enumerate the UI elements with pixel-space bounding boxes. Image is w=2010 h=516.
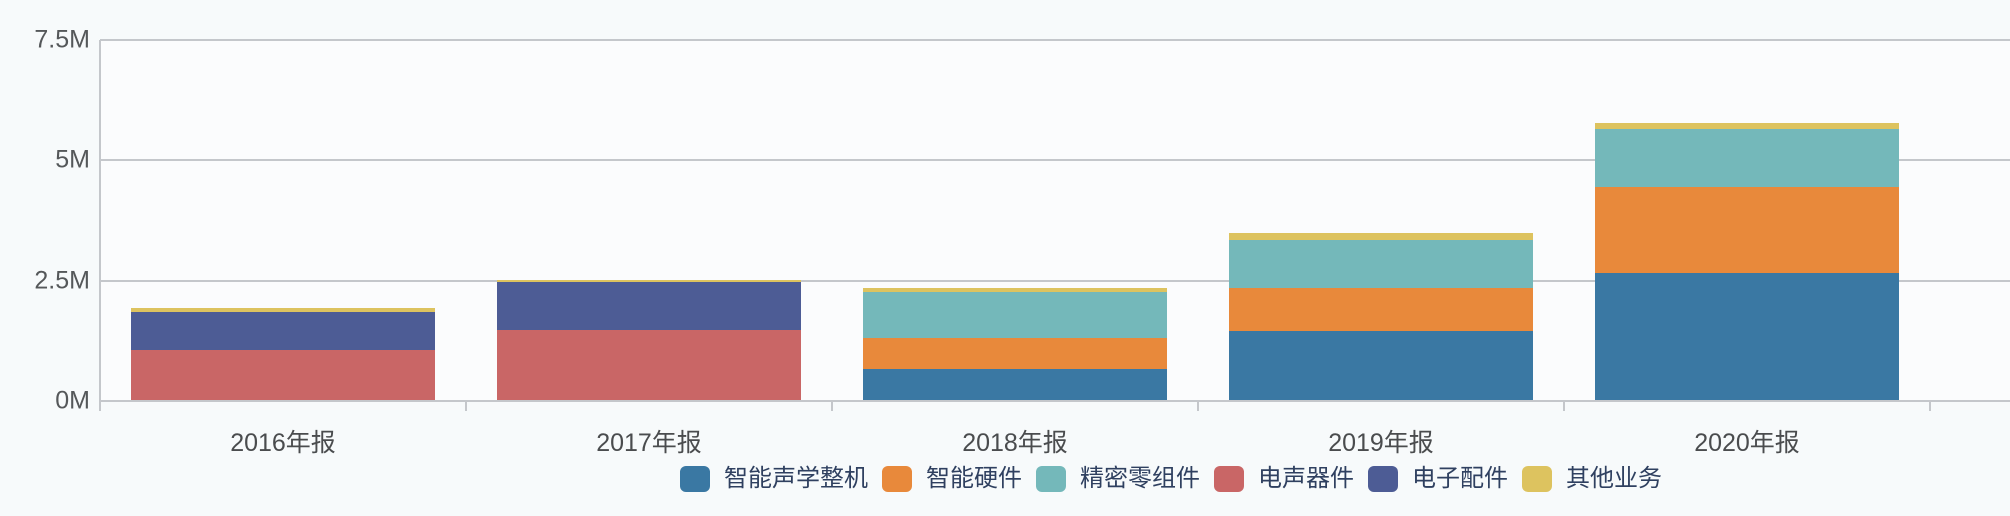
x-axis-tick: [831, 401, 833, 411]
bar-segment-精密零组件[interactable]: [1595, 129, 1899, 188]
bar-segment-精密零组件[interactable]: [863, 291, 1167, 338]
x-axis-tick: [99, 401, 101, 411]
bar-segment-智能声学整机[interactable]: [1229, 330, 1533, 401]
bar-segment-电声器件[interactable]: [131, 349, 435, 401]
legend-item-智能硬件[interactable]: 智能硬件: [882, 466, 1022, 492]
x-axis-category-label: 2020年报: [1694, 429, 1800, 457]
legend-item-label: 精密零组件: [1080, 465, 1200, 492]
legend-item-label: 智能硬件: [926, 465, 1022, 492]
gridline: [100, 39, 2010, 41]
bar-segment-其他业务[interactable]: [863, 287, 1167, 292]
x-axis-tick: [1197, 401, 1199, 411]
legend-swatch-icon: [1214, 466, 1244, 492]
bar-segment-电子配件[interactable]: [497, 282, 801, 330]
x-axis-category-label: 2016年报: [230, 429, 336, 457]
bar-segment-智能声学整机[interactable]: [1595, 272, 1899, 401]
y-axis-tick-label: 7.5M: [34, 25, 90, 54]
bar-segment-其他业务[interactable]: [1229, 233, 1533, 240]
legend-item-label: 其他业务: [1566, 465, 1662, 492]
x-axis-tick: [1929, 401, 1931, 411]
legend-item-label: 电声器件: [1258, 465, 1354, 492]
x-axis-tick: [465, 401, 467, 411]
gridline: [100, 279, 2010, 282]
legend-item-其他业务[interactable]: 其他业务: [1522, 466, 1662, 492]
gridline: [100, 159, 2010, 162]
x-axis-category-label: 2019年报: [1328, 429, 1434, 457]
legend-item-精密零组件[interactable]: 精密零组件: [1036, 466, 1200, 492]
legend-swatch-icon: [1522, 466, 1552, 492]
bar-segment-电声器件[interactable]: [497, 330, 801, 401]
bar-segment-其他业务[interactable]: [131, 308, 435, 313]
bar-segment-智能声学整机[interactable]: [863, 368, 1167, 401]
bar-segment-智能硬件[interactable]: [1595, 187, 1899, 273]
legend-item-电声器件[interactable]: 电声器件: [1214, 466, 1354, 492]
bar-segment-其他业务[interactable]: [1595, 123, 1899, 130]
bar-segment-精密零组件[interactable]: [1229, 239, 1533, 288]
x-axis-tick: [1563, 401, 1565, 411]
bar-segment-其他业务[interactable]: [497, 279, 801, 283]
y-axis-line: [99, 40, 101, 401]
bar-segment-电子配件[interactable]: [131, 312, 435, 350]
legend-swatch-icon: [680, 466, 710, 492]
x-axis-category-label: 2017年报: [596, 429, 702, 457]
legend-swatch-icon: [1036, 466, 1066, 492]
legend: 智能声学整机 智能硬件 精密零组件 电声器件 电子配件 其他业务: [680, 465, 1662, 493]
y-axis-tick-label: 5M: [55, 145, 90, 174]
legend-item-电子配件[interactable]: 电子配件: [1368, 466, 1508, 492]
y-axis-tick-label: 2.5M: [34, 266, 90, 295]
x-axis-line: [100, 400, 2010, 402]
legend-swatch-icon: [1368, 466, 1398, 492]
legend-swatch-icon: [882, 466, 912, 492]
bar-segment-智能硬件[interactable]: [863, 337, 1167, 369]
legend-item-label: 智能声学整机: [724, 465, 868, 492]
x-axis-category-label: 2018年报: [962, 429, 1068, 457]
legend-item-label: 电子配件: [1412, 465, 1508, 492]
y-axis-tick-label: 0M: [55, 386, 90, 415]
bar-segment-智能硬件[interactable]: [1229, 287, 1533, 331]
legend-item-智能声学整机[interactable]: 智能声学整机: [680, 466, 868, 492]
